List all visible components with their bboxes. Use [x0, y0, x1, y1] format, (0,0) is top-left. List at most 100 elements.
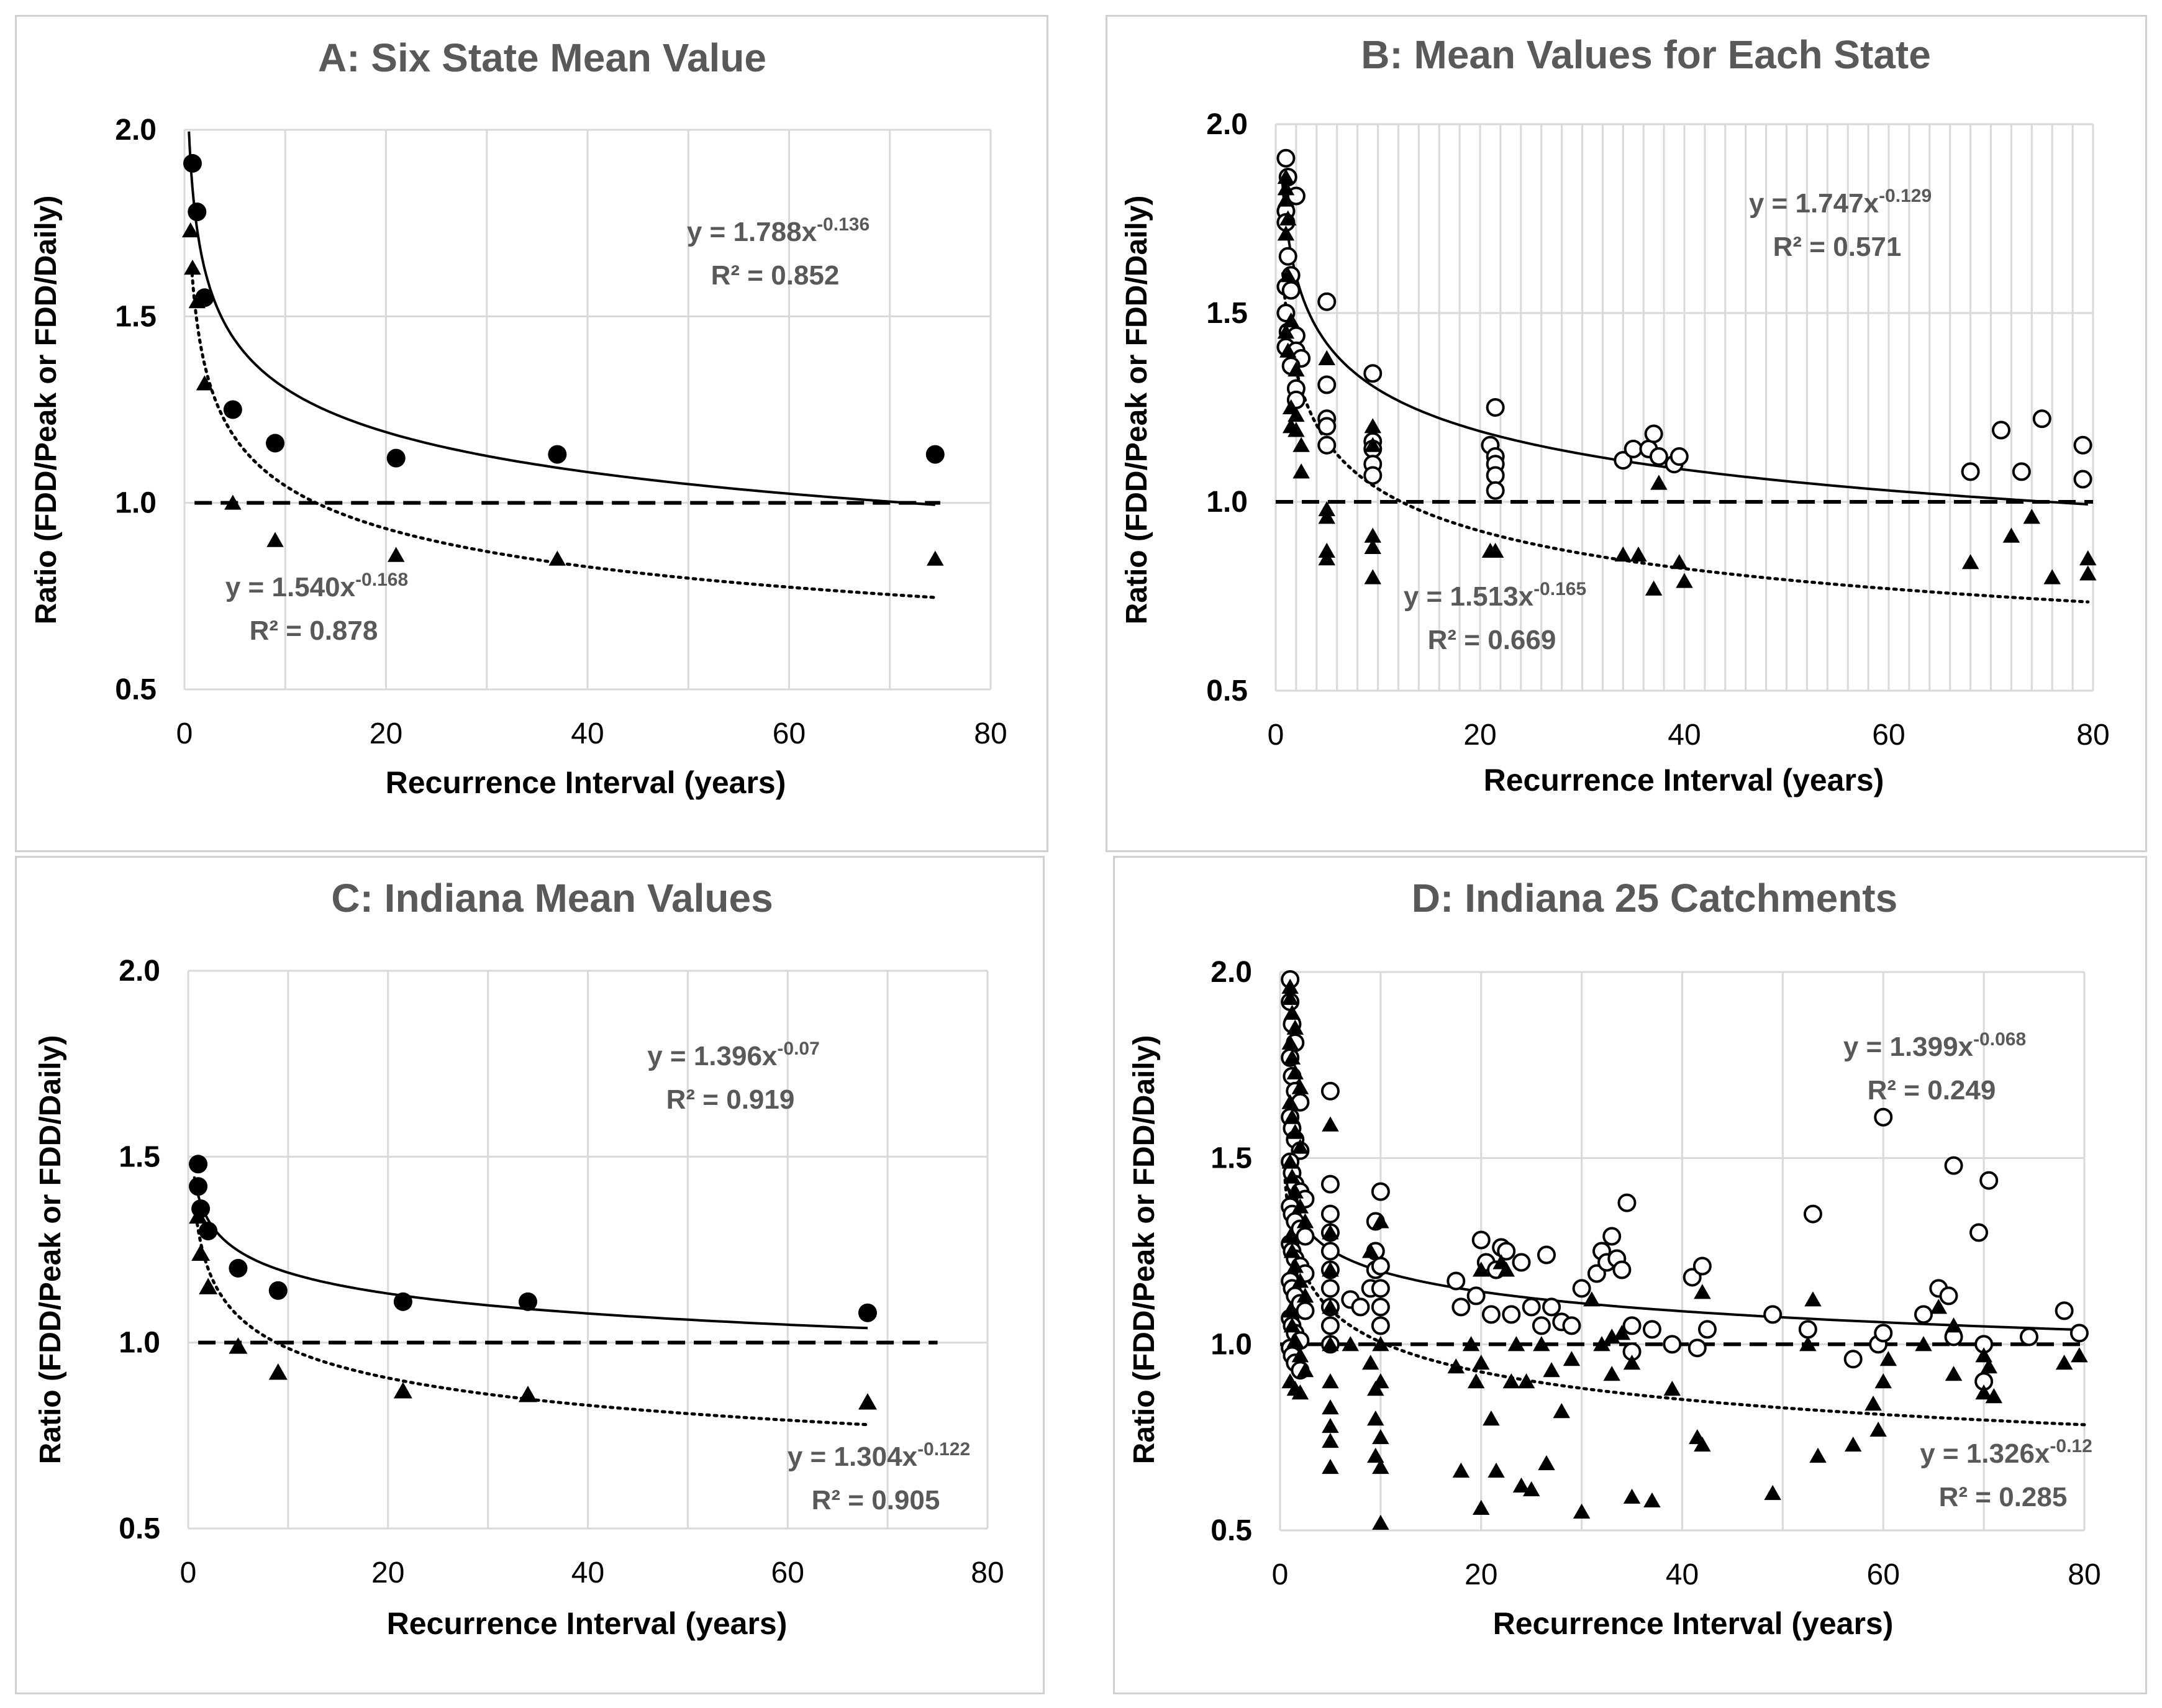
data-point [1643, 1492, 1661, 1508]
chart-title: D: Indiana 25 Catchments [1412, 876, 1897, 920]
data-point [925, 445, 945, 464]
data-point [1522, 1481, 1540, 1497]
data-point [1363, 364, 1383, 383]
x-tick-label: 0 [176, 717, 193, 750]
data-point [1543, 1362, 1560, 1378]
data-point [858, 1393, 877, 1410]
data-point [1322, 1299, 1339, 1314]
data-point [1945, 1317, 1963, 1333]
x-tick-label: 60 [1867, 1558, 1900, 1591]
data-point [1497, 1242, 1516, 1261]
data-point [229, 1258, 248, 1278]
data-point [518, 1386, 537, 1402]
data-point [1874, 1107, 1893, 1127]
data-point [1288, 406, 1305, 422]
data-point [1277, 191, 1295, 207]
data-point [1533, 1336, 1550, 1351]
chart-title: A: Six State Mean Value [318, 35, 766, 80]
data-point [1694, 1284, 1711, 1299]
data-point [2071, 1347, 2088, 1363]
y-tick-label: 0.5 [115, 673, 157, 706]
data-point [1486, 398, 1505, 417]
data-point [183, 154, 202, 173]
data-point [1507, 1336, 1525, 1351]
data-point [1320, 1279, 1340, 1298]
data-point [1361, 1355, 1379, 1370]
data-point [1279, 267, 1297, 283]
data-point [189, 1207, 208, 1224]
data-point [1537, 1245, 1556, 1265]
data-point [1364, 569, 1382, 584]
data-point [1296, 1362, 1314, 1378]
data-point [1944, 1156, 1963, 1175]
data-point [1282, 312, 1300, 328]
data-point [1980, 1358, 1997, 1374]
plot-grid [1274, 123, 2094, 692]
data-point [1869, 1421, 1887, 1437]
data-point [1277, 225, 1295, 241]
trendline-r2: R² = 0.669 [1428, 625, 1556, 655]
data-point [1364, 538, 1382, 554]
data-point [1642, 1320, 1661, 1339]
x-tick-label: 40 [571, 717, 604, 750]
data-point [1623, 1488, 1641, 1504]
trendline-r2: R² = 0.905 [812, 1485, 940, 1515]
data-point [1276, 148, 1296, 168]
chart-b: 0 20 40 60 80 0.5 1.0 1.5 2.0 y = 1.747x-0.129 R² … [1120, 32, 2110, 797]
data-point [1288, 361, 1305, 377]
data-point [1317, 292, 1337, 311]
x-tick-label: 80 [974, 717, 1007, 750]
data-point [1281, 281, 1301, 300]
x-axis-label: Recurrence Interval (years) [386, 765, 786, 800]
data-point [2073, 435, 2092, 455]
data-point [1372, 1429, 1389, 1445]
x-tick-label: 80 [2076, 719, 2109, 752]
data-point [1296, 1301, 1315, 1320]
chart-title: C: Indiana Mean Values [331, 876, 773, 920]
data-point [1279, 210, 1297, 225]
data-point [1874, 1324, 1893, 1343]
data-point [1879, 1351, 1897, 1366]
trendline-equation: y = 1.747x-0.129 [1749, 186, 1932, 219]
data-point [1351, 1297, 1370, 1317]
data-point [1612, 1260, 1632, 1279]
trendline-equation: y = 1.513x-0.165 [1404, 579, 1586, 612]
data-point [1572, 1279, 1591, 1298]
x-tick-label: 80 [2068, 1558, 2101, 1591]
trendline-equation: y = 1.399x-0.068 [1843, 1029, 2026, 1062]
data-point [266, 434, 285, 453]
data-point [268, 1281, 288, 1300]
data-point [1292, 463, 1310, 479]
data-point [1292, 437, 1310, 452]
data-point [1317, 417, 1337, 436]
data-point [2073, 470, 2092, 489]
x-tick-label: 80 [971, 1556, 1004, 1589]
data-point [1969, 1223, 1989, 1242]
data-point [1676, 573, 1693, 588]
data-point [1296, 1227, 1315, 1246]
data-point [1939, 1286, 1958, 1306]
x-tick-label: 60 [1872, 719, 1905, 752]
data-point [1617, 1193, 1637, 1212]
x-tick-label: 0 [1268, 719, 1284, 752]
data-point [1803, 1204, 1822, 1224]
data-point [1286, 1332, 1304, 1348]
data-point [1481, 1305, 1501, 1324]
data-point [1322, 1261, 1339, 1277]
data-point [1291, 1198, 1309, 1214]
y-axis-label: Ratio (FDD/Peak or FDD/Daily) [34, 1035, 67, 1465]
data-point [1763, 1305, 1783, 1324]
data-point [1603, 1366, 1620, 1381]
data-point [1317, 435, 1337, 455]
trendline-peak [1280, 175, 2088, 506]
data-point [1650, 475, 1668, 490]
data-point [1915, 1336, 1932, 1351]
data-point [1322, 1336, 1339, 1351]
data-point [1372, 1336, 1389, 1351]
y-tick-label: 1.0 [1206, 486, 1248, 519]
trendline-equation: y = 1.396x-0.07 [647, 1038, 820, 1071]
data-point [189, 1155, 208, 1174]
x-tick-label: 0 [1272, 1558, 1289, 1591]
trendline-r2: R² = 0.571 [1773, 232, 1902, 262]
x-tick-label: 20 [1463, 719, 1496, 752]
